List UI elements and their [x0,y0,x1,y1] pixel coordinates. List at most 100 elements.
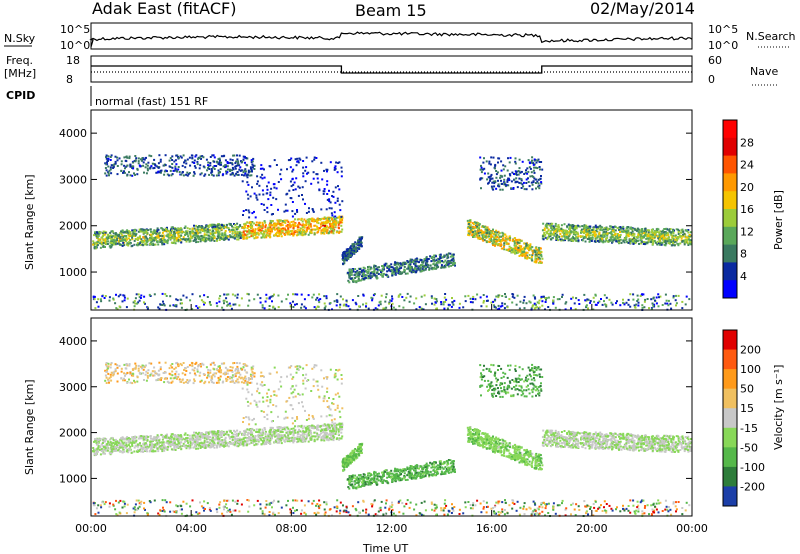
power-point-3247 [366,274,369,277]
power-point-1938 [625,301,628,304]
power-point-1844 [246,173,249,176]
power-point-3573 [491,230,494,233]
power-point-154 [112,232,115,235]
power-point-4727 [538,166,541,168]
power-point-4674 [631,234,634,237]
power-point-1635 [173,160,176,163]
power-point-3601 [469,230,472,233]
power-point-4531 [639,233,642,236]
power-point-2104 [561,293,564,296]
power-point-3256 [408,268,411,271]
power-point-1977 [312,293,315,296]
power-point-2534 [332,190,335,193]
power-point-4267 [588,235,591,238]
power-point-1297 [231,225,234,228]
power-point-2375 [652,297,655,300]
power-point-4202 [599,227,602,230]
power-point-4877 [492,188,495,191]
power-point-4772 [525,178,528,181]
power-point-1196 [232,229,235,231]
power-point-3066 [445,261,448,264]
power-point-1842 [249,174,252,177]
power-point-1464 [303,224,306,227]
power-point-3421 [518,241,521,244]
power-point-4677 [586,230,589,233]
power-point-3579 [503,245,505,248]
power-point-792 [99,238,102,241]
power-point-1919 [482,294,485,296]
power-point-3291 [413,268,416,271]
power-point-1382 [129,242,131,245]
power-point-3880 [589,227,592,230]
power-point-1208 [139,243,142,246]
power-point-3135 [435,266,438,269]
power-point-3123 [348,281,351,284]
power-point-265 [259,225,262,228]
power-point-880 [257,232,260,235]
power-point-941 [236,222,239,225]
power-point-1966 [523,295,526,298]
power-point-1158 [114,233,117,236]
power-point-2607 [289,159,292,161]
power-point-4474 [556,230,559,233]
power-point-631 [258,224,261,227]
power-point-1269 [250,222,253,225]
power-point-3532 [498,232,501,235]
power-point-693 [280,235,283,238]
power-point-2270 [646,298,649,300]
power-point-1037 [152,243,155,246]
power-point-1492 [195,234,198,237]
power-point-4685 [674,238,677,241]
power-point-2190 [499,305,502,308]
power-point-3703 [539,250,542,253]
power-point-2986 [398,267,401,270]
power-point-2294 [203,294,206,297]
power-point-3126 [449,255,452,258]
power-point-2442 [286,209,289,212]
power-point-3803 [488,232,491,235]
power-point-3792 [534,255,537,258]
power-point-1992 [295,303,298,306]
power-point-1704 [105,163,108,166]
power-point-3134 [394,272,397,275]
power-point-1556 [174,159,177,162]
power-point-4634 [627,241,630,244]
power-point-2285 [137,293,140,296]
power-point-2511 [287,159,290,162]
power-point-2407 [469,301,472,304]
power-point-2297 [354,301,357,304]
power-point-1478 [172,237,175,240]
colorbar-swatch-7 [723,244,737,263]
power-point-3466 [489,235,492,238]
power-point-638 [341,228,344,231]
power-point-4337 [571,224,574,226]
power-point-2150 [397,295,400,298]
colorbar-tick-1: 24 [740,159,754,172]
power-point-1957 [574,308,577,311]
power-point-535 [153,229,156,232]
power-point-2614 [312,171,315,174]
power-point-4598 [679,231,682,234]
power-point-769 [113,236,116,239]
power-point-4392 [581,239,584,242]
power-point-1954 [362,303,364,306]
power-point-782 [341,221,344,224]
power-point-2211 [287,293,289,296]
power-point-3536 [535,246,538,249]
power-point-1604 [193,162,196,164]
power-point-499 [144,231,146,234]
power-point-3271 [441,265,444,268]
power-point-3124 [360,269,363,272]
power-point-3714 [477,235,480,238]
power-point-2988 [442,261,445,264]
power-point-2896 [382,272,385,275]
power-point-1519 [237,173,240,176]
power-point-2143 [345,303,348,306]
power-point-2085 [641,306,644,309]
power-point-1780 [240,173,243,176]
power-point-2224 [185,296,188,299]
power-point-3398 [521,248,524,250]
power-point-4544 [608,232,611,234]
power-point-4894 [529,175,532,178]
